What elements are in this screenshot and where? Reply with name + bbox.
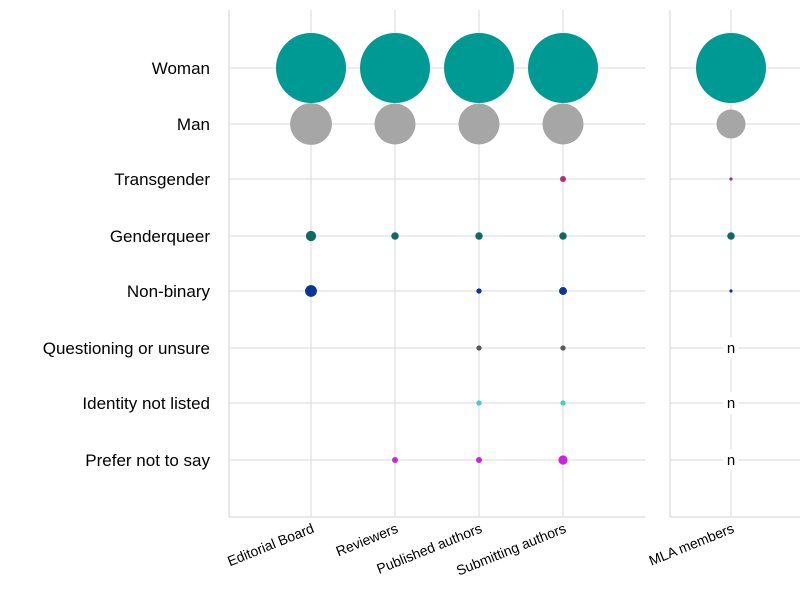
bubble-editorial-board-man [290, 103, 332, 145]
bubble-published-authors-non-binary [476, 288, 482, 294]
row-label-identity-not-listed: Identity not listed [82, 394, 210, 413]
bubble-mla-members-non-binary [729, 289, 733, 293]
bubble-submitting-authors-questioning-or-unsure [560, 345, 566, 351]
bubble-published-authors-prefer-not-to-say [476, 457, 482, 463]
bubble-submitting-authors-genderqueer [559, 232, 567, 240]
na-mask [723, 392, 739, 414]
row-label-transgender: Transgender [114, 170, 210, 189]
column-label-editorial-board: Editorial Board [225, 520, 316, 569]
bubble-mla-members-genderqueer [727, 232, 735, 240]
row-label-woman: Woman [152, 59, 210, 78]
not-available-marker: n [727, 340, 735, 357]
row-label-genderqueer: Genderqueer [110, 227, 211, 246]
bubble-submitting-authors-identity-not-listed [560, 400, 566, 406]
bubble-reviewers-man [374, 103, 416, 145]
bubble-submitting-authors-man [542, 103, 584, 145]
not-available-marker: n [727, 452, 735, 469]
bubble-mla-members-transgender [729, 177, 733, 181]
bubble-reviewers-prefer-not-to-say [392, 457, 398, 463]
row-label-man: Man [177, 115, 210, 134]
row-label-non-binary: Non-binary [127, 282, 211, 301]
bubble-mla-members-man [716, 109, 746, 139]
bubble-submitting-authors-transgender [560, 176, 566, 182]
not-available-marker: n [727, 395, 735, 412]
bubble-mla-members-woman [696, 33, 766, 103]
bubble-submitting-authors-prefer-not-to-say [558, 455, 568, 465]
bubble-reviewers-woman [360, 33, 430, 103]
bubble-editorial-board-non-binary [305, 285, 317, 297]
row-labels: Woman Man Transgender Genderqueer Non-binary… [43, 59, 211, 470]
row-label-questioning-or-unsure: Questioning or unsure [43, 339, 210, 358]
bubble-editorial-board-genderqueer [305, 230, 317, 242]
bubble-published-authors-genderqueer [475, 232, 483, 240]
bubble-published-authors-man [458, 103, 500, 145]
bubble-reviewers-genderqueer [391, 232, 399, 240]
bubble-published-authors-questioning-or-unsure [476, 345, 482, 351]
bubbles: n n n [276, 33, 766, 471]
bubble-submitting-authors-woman [528, 33, 598, 103]
bubble-editorial-board-woman [276, 33, 346, 103]
row-label-prefer-not-to-say: Prefer not to say [85, 451, 210, 470]
column-label-mla-members: MLA members [646, 520, 736, 569]
grid [228, 10, 800, 518]
na-mask [723, 449, 739, 471]
na-mask [723, 337, 739, 359]
bubble-published-authors-woman [444, 33, 514, 103]
bubble-submitting-authors-non-binary [559, 287, 567, 295]
bubble-published-authors-identity-not-listed [476, 400, 482, 406]
column-label-reviewers: Reviewers [334, 520, 401, 559]
